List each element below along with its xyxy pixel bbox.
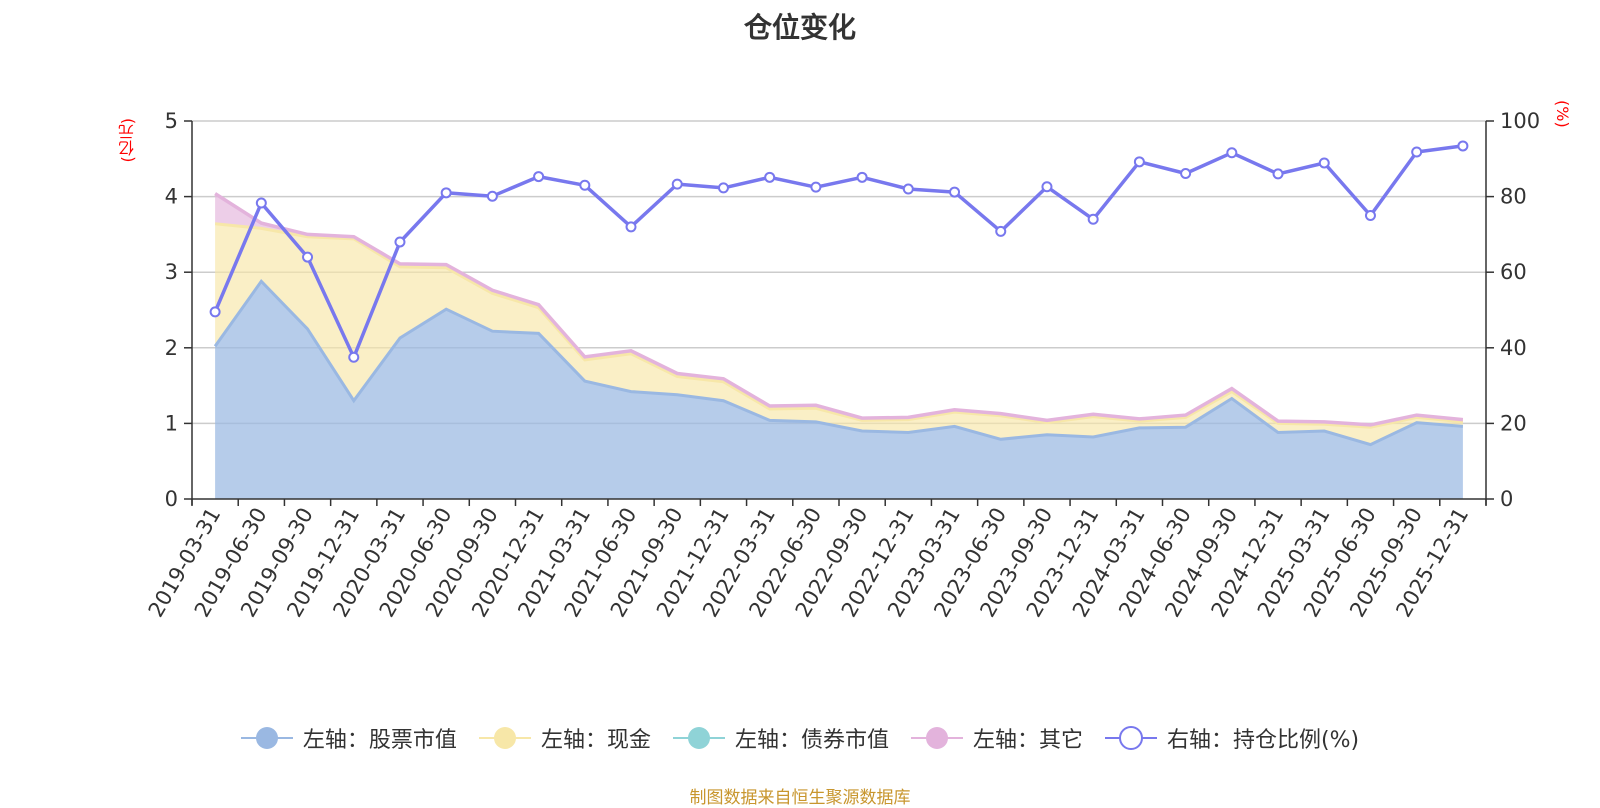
ratio-point bbox=[302, 251, 314, 263]
left-tick-label: 2 bbox=[165, 336, 178, 360]
ratio-point bbox=[1041, 181, 1053, 193]
ratio-point bbox=[717, 182, 729, 194]
ratio-point bbox=[1364, 210, 1376, 221]
legend-label: 左轴：债券市值 bbox=[734, 728, 889, 753]
ratio-point bbox=[440, 187, 452, 199]
legend-item-cash[interactable]: 左轴：现金 bbox=[478, 722, 651, 754]
right-tick-label: 40 bbox=[1500, 336, 1527, 360]
ratio-point bbox=[579, 179, 591, 191]
legend-swatch-stock bbox=[240, 727, 293, 749]
right-tick-label: 20 bbox=[1500, 411, 1527, 435]
legend-item-ratio[interactable]: 右轴：持仓比例(%) bbox=[1104, 722, 1360, 754]
other-line bbox=[214, 192, 1464, 427]
left-tick-label: 0 bbox=[165, 487, 178, 511]
left-tick-label: 3 bbox=[165, 260, 178, 284]
legend-label: 左轴：其它 bbox=[972, 728, 1083, 753]
ratio-point bbox=[1272, 168, 1284, 180]
ratio-point bbox=[209, 306, 221, 318]
legend-swatch-other bbox=[910, 727, 963, 749]
ratio-point bbox=[856, 171, 868, 183]
right-axis-unit: (%) bbox=[1553, 100, 1572, 128]
ratio-point bbox=[533, 171, 545, 183]
left-tick-label: 5 bbox=[165, 109, 178, 133]
legend-label: 左轴：现金 bbox=[540, 728, 651, 753]
legend-label: 左轴：股票市值 bbox=[302, 728, 457, 753]
ratio-point bbox=[1457, 140, 1469, 152]
ratio-line bbox=[213, 144, 1464, 360]
ratio-point bbox=[625, 221, 637, 233]
right-tick-label: 60 bbox=[1500, 260, 1527, 284]
ratio-point bbox=[810, 181, 822, 193]
ratio-point bbox=[255, 197, 267, 209]
ratio-point bbox=[1411, 146, 1423, 158]
ratio-point bbox=[995, 225, 1007, 237]
stock-line bbox=[213, 278, 1464, 447]
ratio-point bbox=[902, 183, 914, 195]
legend-swatch-ratio bbox=[1104, 726, 1157, 750]
legend-item-bond[interactable]: 左轴：债券市值 bbox=[672, 722, 889, 754]
legend-swatch-bond bbox=[672, 727, 725, 749]
right-tick-label: 80 bbox=[1500, 185, 1527, 209]
ratio-point bbox=[1133, 156, 1145, 168]
ratio-point bbox=[1226, 147, 1238, 159]
data-source-note: 制图数据来自恒生聚源数据库 bbox=[689, 788, 911, 808]
ratio-point bbox=[348, 351, 360, 363]
right-tick-label: 100 bbox=[1500, 109, 1540, 133]
legend-label: 右轴：持仓比例(%) bbox=[1166, 728, 1360, 753]
cash-line bbox=[214, 222, 1464, 429]
chart-legend: 左轴：股票市值 左轴：现金 左轴：债券市值 左轴：其它 右轴：持仓比例(%) bbox=[0, 722, 1600, 754]
right-tick-label: 0 bbox=[1500, 487, 1513, 511]
ratio-point bbox=[671, 178, 683, 190]
legend-item-other[interactable]: 左轴：其它 bbox=[910, 722, 1083, 754]
legend-item-stock[interactable]: 左轴：股票市值 bbox=[240, 722, 457, 754]
cash-area bbox=[215, 223, 1463, 445]
ratio-point bbox=[764, 171, 776, 183]
left-tick-label: 1 bbox=[165, 411, 178, 435]
ratio-point bbox=[486, 190, 498, 202]
ratio-point bbox=[1087, 213, 1099, 225]
ratio-point bbox=[1180, 168, 1192, 180]
ratio-point bbox=[394, 236, 406, 248]
left-tick-label: 4 bbox=[165, 185, 178, 209]
chart-title: 仓位变化 bbox=[743, 11, 856, 44]
ratio-point bbox=[1318, 157, 1330, 169]
ratio-point bbox=[949, 186, 961, 198]
legend-swatch-cash bbox=[478, 727, 531, 749]
stock-area bbox=[215, 281, 1463, 499]
